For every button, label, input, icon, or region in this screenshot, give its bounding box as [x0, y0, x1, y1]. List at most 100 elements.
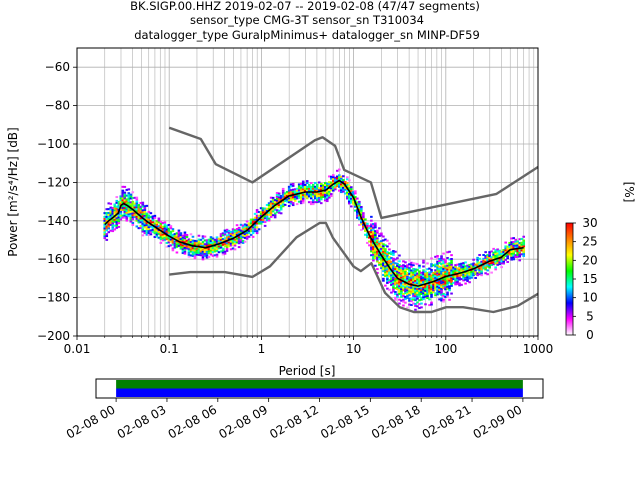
heatmap-cell [446, 280, 449, 283]
heatmap-cell [406, 285, 409, 288]
heatmap-cell [444, 288, 447, 291]
heatmap-cell [412, 271, 415, 274]
heatmap-cell [512, 241, 515, 244]
heatmap-cell [342, 186, 345, 189]
heatmap-cell [107, 208, 111, 211]
heatmap-cell [398, 267, 401, 270]
heatmap-cell [382, 252, 385, 255]
heatmap-cell [442, 260, 445, 263]
heatmap-cell [121, 195, 125, 198]
heatmap-cell [354, 209, 357, 212]
heatmap-cell [153, 228, 157, 231]
heatmap-cell [402, 266, 405, 269]
heatmap-cell [388, 275, 391, 278]
heatmap-cell [430, 263, 433, 266]
heatmap-cell [235, 228, 239, 231]
heatmap-cell [115, 221, 119, 224]
heatmap-cell [368, 227, 371, 230]
y-tick-label: −200 [37, 329, 70, 343]
heatmap-cell [408, 288, 411, 291]
heatmap-cell [119, 218, 123, 221]
heatmap-cell [392, 284, 395, 287]
noise-model-curves [168, 126, 539, 314]
heatmap-cell [416, 288, 419, 291]
heatmap-cell [388, 279, 391, 282]
heatmap-cell [402, 289, 405, 292]
heatmap-cell [384, 248, 387, 251]
heatmap-cell [157, 236, 161, 239]
heatmap-cell [346, 189, 349, 192]
heatmap-cell [396, 262, 399, 265]
heatmap-cell [418, 280, 421, 283]
heatmap-cell [412, 287, 415, 290]
heatmap-cell [191, 243, 195, 246]
heatmap-cell [504, 251, 507, 254]
heatmap-cell [402, 281, 405, 284]
heatmap-cell [404, 286, 407, 289]
heatmap-cell [103, 215, 107, 218]
heatmap-cell [317, 200, 321, 203]
heatmap-cell [514, 250, 517, 253]
heatmap-cell [470, 263, 473, 266]
heatmap-cell [374, 235, 377, 238]
heatmap-cell [117, 200, 121, 203]
heatmap-cell [364, 233, 367, 236]
heatmap-cell [358, 206, 361, 209]
heatmap-cell [193, 249, 197, 252]
heatmap-cell [245, 224, 249, 227]
heatmap-cell [307, 201, 311, 204]
heatmap-cell [422, 271, 425, 274]
heatmap-cell [384, 251, 387, 254]
heatmap-cell [400, 299, 403, 302]
heatmap-cell [510, 243, 513, 246]
heatmap-cell [205, 256, 209, 259]
heatmap-cell [219, 246, 223, 249]
heatmap-cell [458, 278, 461, 281]
heatmap-cell [127, 203, 131, 206]
heatmap-cell [191, 247, 195, 250]
heatmap-cell [133, 206, 137, 209]
heatmap-cell [153, 222, 157, 225]
heatmap-cell [446, 287, 449, 290]
heatmap-cell [410, 288, 413, 291]
heatmap-cell [412, 302, 415, 305]
colorbar-tick-label: 15 [582, 272, 597, 286]
heatmap-cell [313, 181, 317, 184]
heatmap-cell [522, 241, 526, 244]
heatmap-cell [289, 185, 293, 188]
heatmap-cell [410, 263, 413, 266]
heatmap-cell [237, 240, 241, 243]
heatmap-cell [506, 247, 509, 250]
heatmap-cell [404, 288, 407, 291]
heatmap-cell [440, 287, 443, 290]
heatmap-cell [273, 202, 277, 205]
heatmap-cell [426, 296, 429, 299]
heatmap-cell [181, 236, 185, 239]
heatmap-cell [348, 192, 351, 195]
heatmap-cell [201, 252, 205, 255]
heatmap-cell [281, 205, 285, 208]
heatmap-cell [331, 176, 335, 179]
heatmap-cell [470, 267, 473, 270]
heatmap-cell [354, 198, 357, 201]
heatmap-cell [430, 276, 433, 279]
heatmap-cell [390, 272, 393, 275]
heatmap-cell [121, 205, 125, 208]
heatmap-cell [424, 278, 427, 281]
heatmap-cell [434, 276, 437, 279]
heatmap-cell [137, 221, 141, 224]
heatmap-cell [418, 287, 421, 290]
heatmap-cell [434, 280, 437, 283]
heatmap-cell [422, 278, 425, 281]
heatmap-cell [444, 259, 447, 262]
heatmap-cell [448, 287, 451, 290]
heatmap-cell [127, 215, 131, 218]
heatmap-cell [189, 240, 193, 243]
heatmap-cell [147, 210, 151, 213]
heatmap-cell [450, 254, 453, 257]
heatmap-cell [181, 240, 185, 243]
heatmap-cell [456, 279, 459, 282]
heatmap-cell [370, 219, 373, 222]
heatmap-cell [161, 237, 165, 240]
